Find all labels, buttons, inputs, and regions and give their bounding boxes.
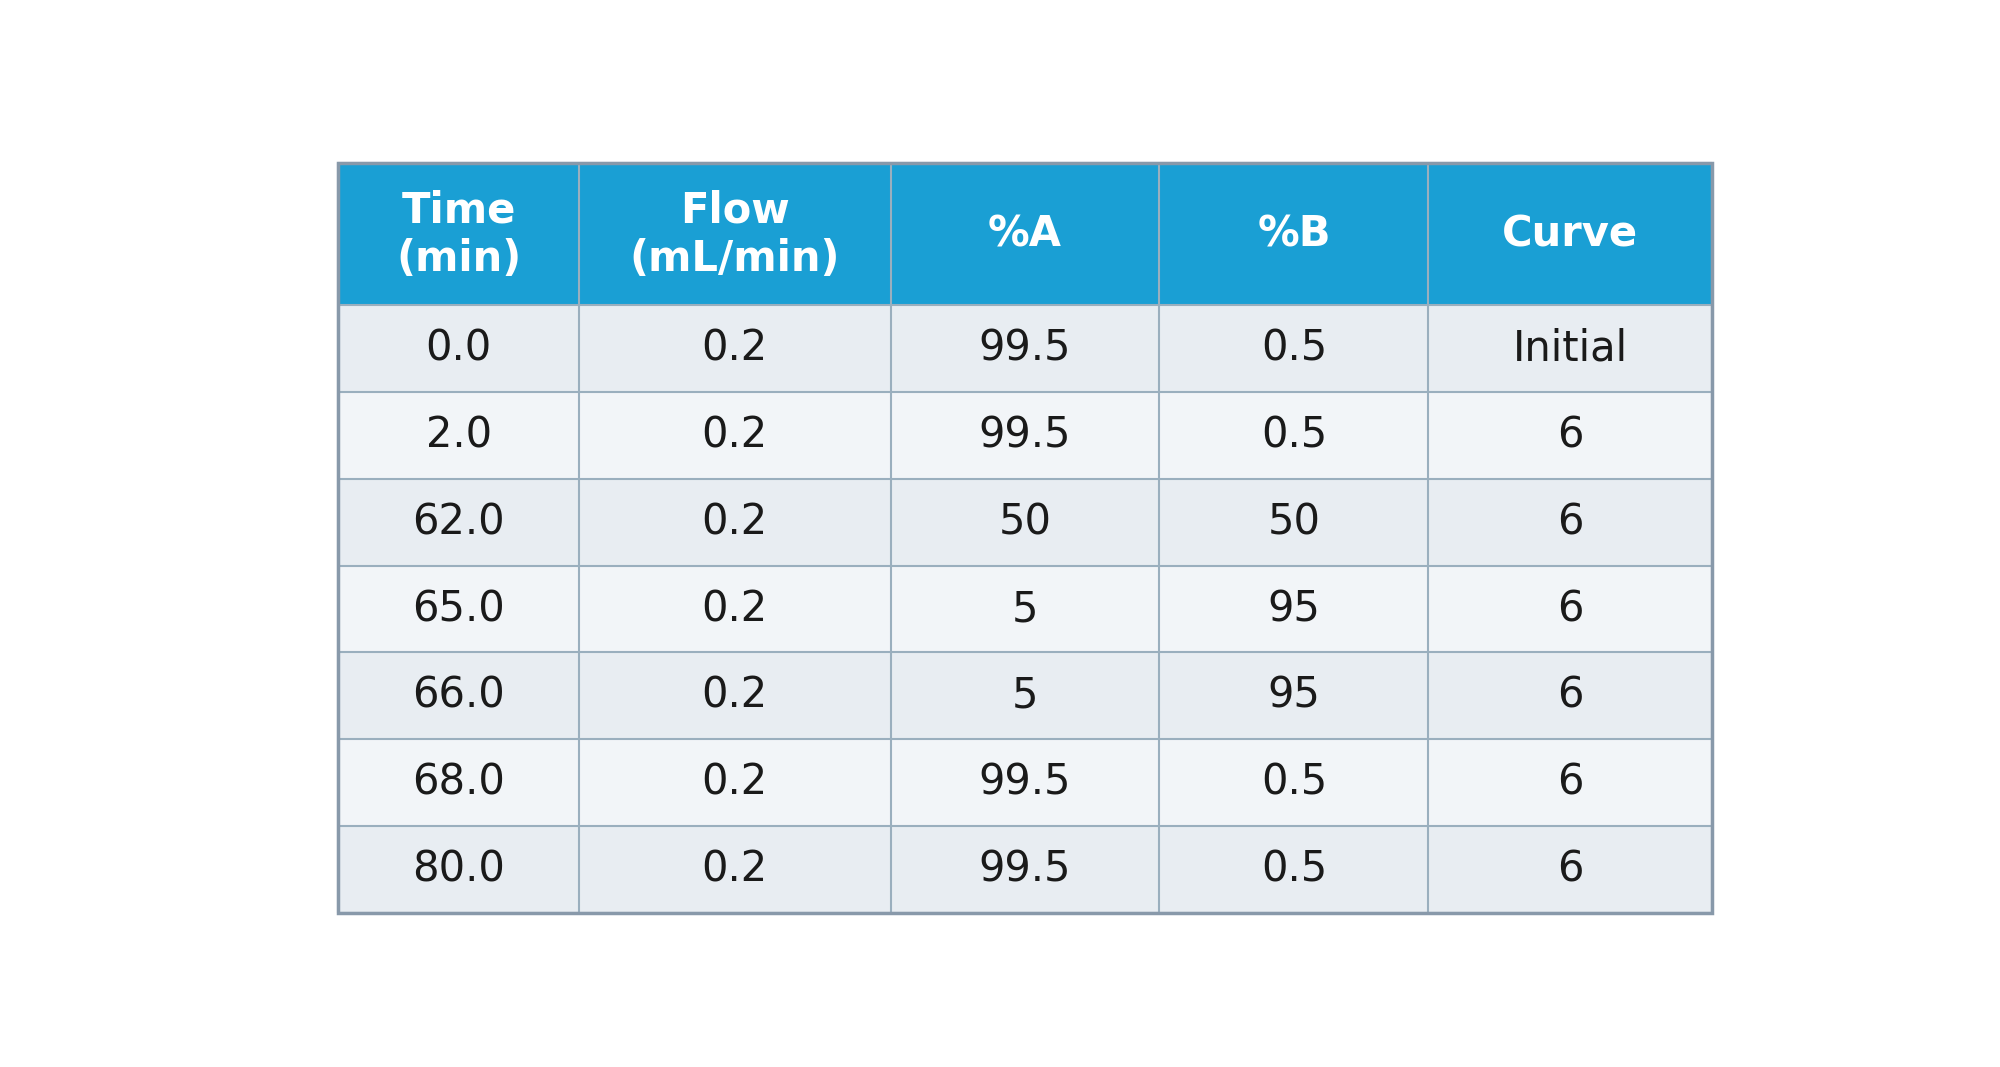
Text: 99.5: 99.5 [978, 848, 1072, 890]
Bar [1428, 739, 1712, 826]
Bar [580, 652, 890, 739]
Bar [890, 479, 1160, 566]
Text: 95: 95 [1268, 588, 1320, 630]
Bar [580, 566, 890, 652]
Text: 68.0: 68.0 [412, 762, 506, 803]
Bar [1160, 826, 1428, 912]
Text: 0.2: 0.2 [702, 415, 768, 457]
Bar [1160, 652, 1428, 739]
Bar [890, 393, 1160, 479]
Bar [580, 163, 890, 305]
Text: %B: %B [1258, 213, 1330, 255]
Text: 95: 95 [1268, 674, 1320, 717]
Bar [890, 163, 1160, 305]
Bar [1428, 826, 1712, 912]
Bar [1428, 305, 1712, 393]
Text: 5: 5 [1012, 588, 1038, 630]
Text: 5: 5 [1012, 674, 1038, 717]
Bar [890, 739, 1160, 826]
Bar [890, 652, 1160, 739]
Text: 0.2: 0.2 [702, 762, 768, 803]
Bar [338, 566, 580, 652]
Text: 6: 6 [1556, 674, 1584, 717]
Bar [338, 652, 580, 739]
Bar [1428, 163, 1712, 305]
Text: 6: 6 [1556, 415, 1584, 457]
Text: 6: 6 [1556, 588, 1584, 630]
Bar [890, 305, 1160, 393]
Bar [1160, 393, 1428, 479]
Text: 50: 50 [1268, 501, 1320, 543]
Bar [1160, 479, 1428, 566]
Text: 0.2: 0.2 [702, 848, 768, 890]
Text: 99.5: 99.5 [978, 415, 1072, 457]
Bar [338, 739, 580, 826]
Text: 99.5: 99.5 [978, 762, 1072, 803]
Text: 0.2: 0.2 [702, 588, 768, 630]
Bar [338, 826, 580, 912]
Bar [1160, 566, 1428, 652]
Text: 6: 6 [1556, 501, 1584, 543]
Text: 0.5: 0.5 [1260, 328, 1328, 370]
Bar [580, 393, 890, 479]
Bar [338, 393, 580, 479]
Text: 0.2: 0.2 [702, 674, 768, 717]
Text: 2.0: 2.0 [426, 415, 492, 457]
Text: 0.0: 0.0 [426, 328, 492, 370]
Bar [1428, 652, 1712, 739]
Text: Time
(min): Time (min) [396, 189, 522, 280]
Text: 0.5: 0.5 [1260, 848, 1328, 890]
Text: 6: 6 [1556, 762, 1584, 803]
Text: 62.0: 62.0 [412, 501, 506, 543]
Bar [338, 479, 580, 566]
Text: 0.2: 0.2 [702, 501, 768, 543]
Bar [1160, 163, 1428, 305]
Text: 6: 6 [1556, 848, 1584, 890]
Text: %A: %A [988, 213, 1062, 255]
Bar [338, 305, 580, 393]
Bar [338, 163, 1712, 912]
Bar [580, 305, 890, 393]
Bar [580, 826, 890, 912]
Text: 80.0: 80.0 [412, 848, 506, 890]
Text: 0.5: 0.5 [1260, 415, 1328, 457]
Text: 66.0: 66.0 [412, 674, 506, 717]
Text: Initial: Initial [1512, 328, 1628, 370]
Text: 99.5: 99.5 [978, 328, 1072, 370]
Bar [1160, 739, 1428, 826]
Text: Curve: Curve [1502, 213, 1638, 255]
Text: Flow
(mL/min): Flow (mL/min) [630, 189, 840, 280]
Text: 65.0: 65.0 [412, 588, 506, 630]
Bar [1160, 305, 1428, 393]
Bar [580, 479, 890, 566]
Bar [338, 163, 580, 305]
Bar [1428, 393, 1712, 479]
Bar [890, 566, 1160, 652]
Bar [1428, 479, 1712, 566]
Bar [580, 739, 890, 826]
Text: 0.2: 0.2 [702, 328, 768, 370]
Text: 50: 50 [998, 501, 1052, 543]
Text: 0.5: 0.5 [1260, 762, 1328, 803]
Bar [890, 826, 1160, 912]
Bar [1428, 566, 1712, 652]
